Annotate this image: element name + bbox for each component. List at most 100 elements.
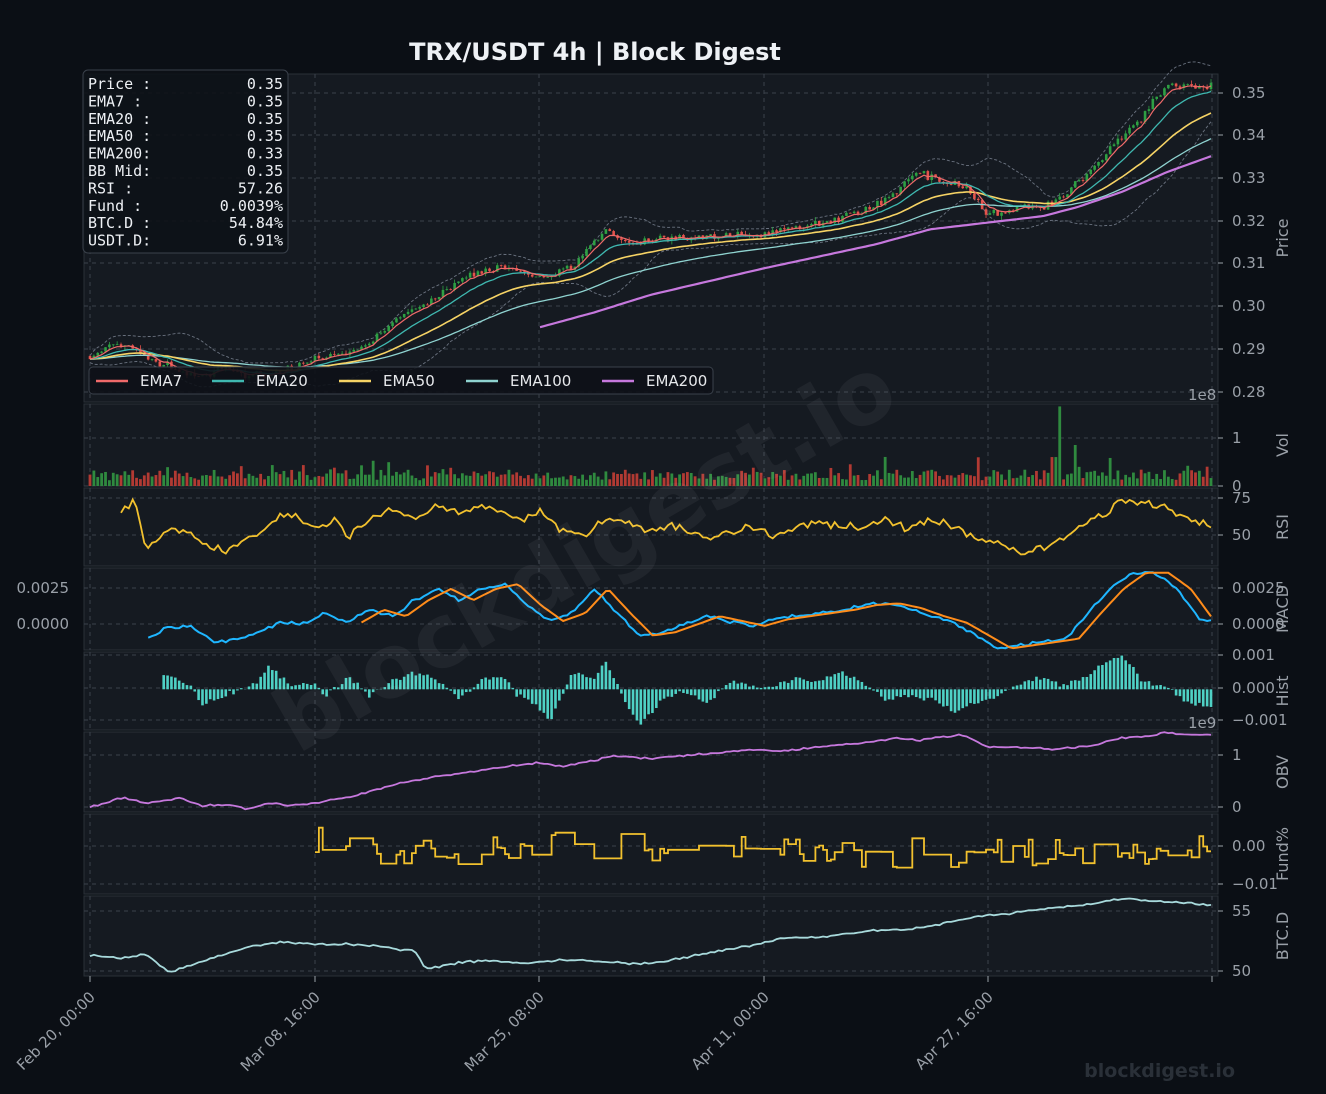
candle-body	[108, 344, 111, 348]
info-value: 0.35	[247, 92, 283, 110]
hist-bar	[205, 689, 208, 704]
hist-bar	[984, 689, 988, 700]
candle-body	[631, 242, 635, 244]
candle-body	[883, 197, 887, 206]
candle-body	[1170, 83, 1174, 85]
hist-panel-bg	[83, 651, 1219, 731]
candle-body	[143, 353, 146, 356]
hist-bar	[1035, 676, 1038, 690]
candle-body	[309, 361, 313, 363]
volume-bar	[813, 472, 817, 486]
info-box: Price : 0.35 EMA7 : 0.35 EMA20 : 0.35 EMA50 : 0…	[82, 69, 289, 254]
volume-bar	[418, 480, 422, 486]
hist-bar	[806, 680, 809, 690]
hist-bar	[798, 677, 802, 690]
hist-bar	[399, 679, 402, 690]
hist-bar	[294, 685, 297, 690]
volume-bar	[1066, 474, 1069, 486]
volume-bar	[810, 473, 813, 486]
volume-bar	[666, 472, 670, 486]
hist-bar	[767, 686, 771, 690]
candle-body	[166, 361, 169, 365]
volume-bar	[1038, 479, 1042, 486]
volume-bar	[926, 470, 930, 486]
volume-bar	[631, 474, 635, 486]
hist-bar	[779, 682, 782, 690]
candle-body	[674, 236, 678, 240]
volume-bar	[1104, 475, 1108, 486]
volume-bar	[616, 473, 619, 486]
hist-bar	[841, 671, 844, 690]
legend-label: EMA200	[646, 372, 707, 390]
candle-body	[1182, 84, 1186, 88]
hist-bar	[627, 689, 631, 710]
candle-body	[817, 220, 821, 226]
volume-bar	[969, 475, 972, 486]
volume-bar	[1166, 476, 1170, 486]
volume-bar	[173, 470, 177, 486]
volume-bar	[274, 472, 278, 486]
macd-axis-label: MACD	[1273, 585, 1292, 633]
candle-body	[1143, 111, 1147, 122]
volume-bar	[1069, 473, 1073, 486]
hist-bar	[903, 689, 906, 695]
hist-bar	[1116, 657, 1120, 690]
candle-body	[313, 355, 317, 362]
candle-body	[961, 186, 965, 189]
volume-bar	[608, 479, 612, 486]
candle-body	[422, 304, 425, 308]
legend-label: EMA100	[510, 372, 571, 390]
candle-body	[740, 231, 743, 235]
info-label: Fund :	[88, 197, 142, 215]
volume-bar	[336, 473, 340, 486]
candle-body	[810, 224, 813, 226]
candle-body	[410, 309, 414, 312]
hist-bar	[1062, 684, 1065, 690]
candle-body	[829, 221, 833, 224]
hist-bar	[635, 689, 639, 721]
volume-bar	[565, 479, 569, 486]
volume-bar	[588, 475, 592, 486]
volume-bar	[111, 472, 115, 486]
candle-body	[604, 229, 608, 234]
hist-bar	[670, 689, 674, 697]
volume-bar	[1085, 472, 1089, 486]
info-label: USDT.D:	[88, 232, 151, 250]
info-value: 0.35	[247, 110, 283, 128]
hist-bar	[1000, 689, 1003, 694]
candle-body	[938, 177, 941, 182]
hist-bar	[395, 678, 398, 690]
volume-bar	[775, 473, 778, 486]
candle-body	[367, 343, 371, 346]
hist-bar	[728, 682, 732, 690]
volume-bar	[852, 475, 856, 486]
candle-body	[647, 238, 650, 241]
volume-bar	[259, 473, 263, 486]
funding-axis-label: Fund%	[1273, 827, 1292, 881]
hist-bar	[422, 675, 425, 690]
hist-bar	[639, 689, 643, 725]
hist-bar	[872, 689, 875, 691]
hist-bar	[1143, 681, 1147, 690]
candle-body	[430, 298, 433, 305]
hist-bar	[620, 689, 623, 694]
candle-body	[375, 333, 379, 342]
volume-bar	[445, 474, 449, 486]
candle-body	[96, 352, 100, 356]
volume-bar	[1170, 479, 1174, 486]
candle-body	[441, 289, 445, 297]
hist-bar	[988, 689, 992, 699]
candle-body	[682, 234, 685, 239]
hist-bar	[523, 689, 526, 698]
volume-bar	[247, 473, 251, 486]
volume-bar	[662, 477, 666, 486]
candle-body	[895, 193, 899, 195]
candle-body	[1042, 207, 1046, 210]
volume-bar	[1007, 469, 1011, 486]
hist-bar	[918, 689, 922, 699]
rsi-line	[120, 497, 1212, 556]
hist-bar	[814, 681, 817, 690]
volume-bar	[100, 473, 104, 486]
candle-body	[786, 227, 790, 230]
volume-bar	[581, 474, 585, 486]
